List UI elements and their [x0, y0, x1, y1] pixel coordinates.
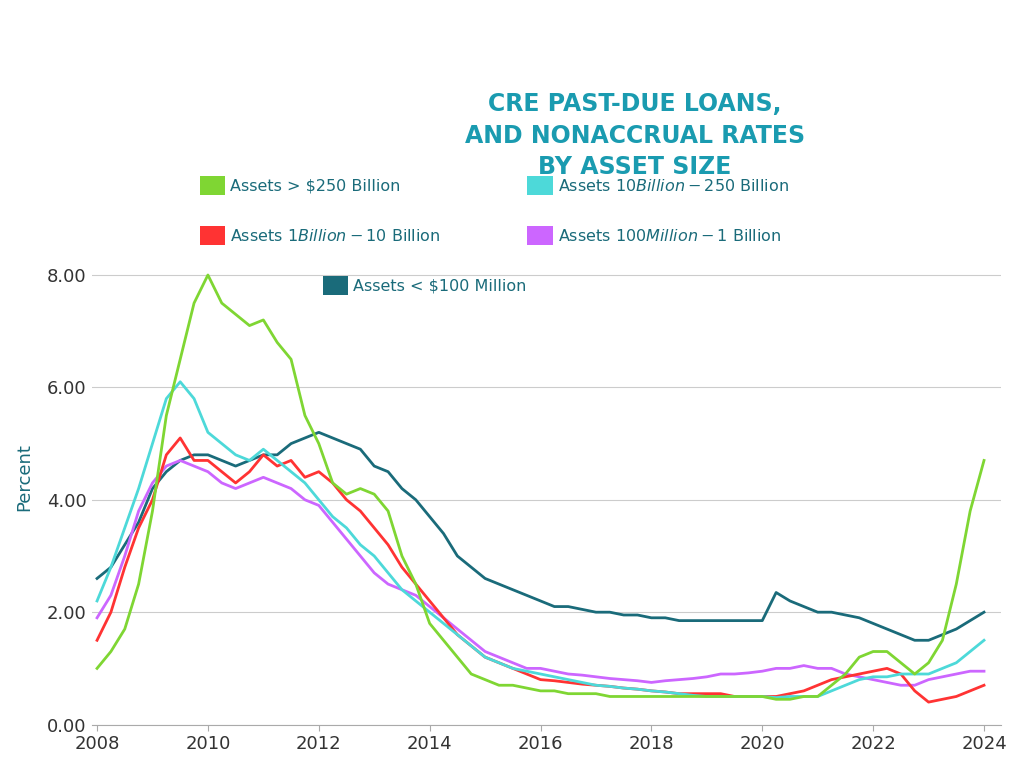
Y-axis label: Percent: Percent — [15, 443, 33, 511]
Text: Assets < $100 Million: Assets < $100 Million — [353, 278, 526, 293]
Text: Assets $1 Billion - $10 Billion: Assets $1 Billion - $10 Billion — [230, 228, 441, 243]
Text: CRE PAST-DUE LOANS,
AND NONACCRUAL RATES
BY ASSET SIZE: CRE PAST-DUE LOANS, AND NONACCRUAL RATES… — [465, 92, 805, 180]
Text: Assets > $250 Billion: Assets > $250 Billion — [230, 178, 400, 194]
Text: Assets $100 Million - $1 Billion: Assets $100 Million - $1 Billion — [558, 228, 781, 243]
Text: Assets $10 Billion - $250 Billion: Assets $10 Billion - $250 Billion — [558, 178, 788, 194]
